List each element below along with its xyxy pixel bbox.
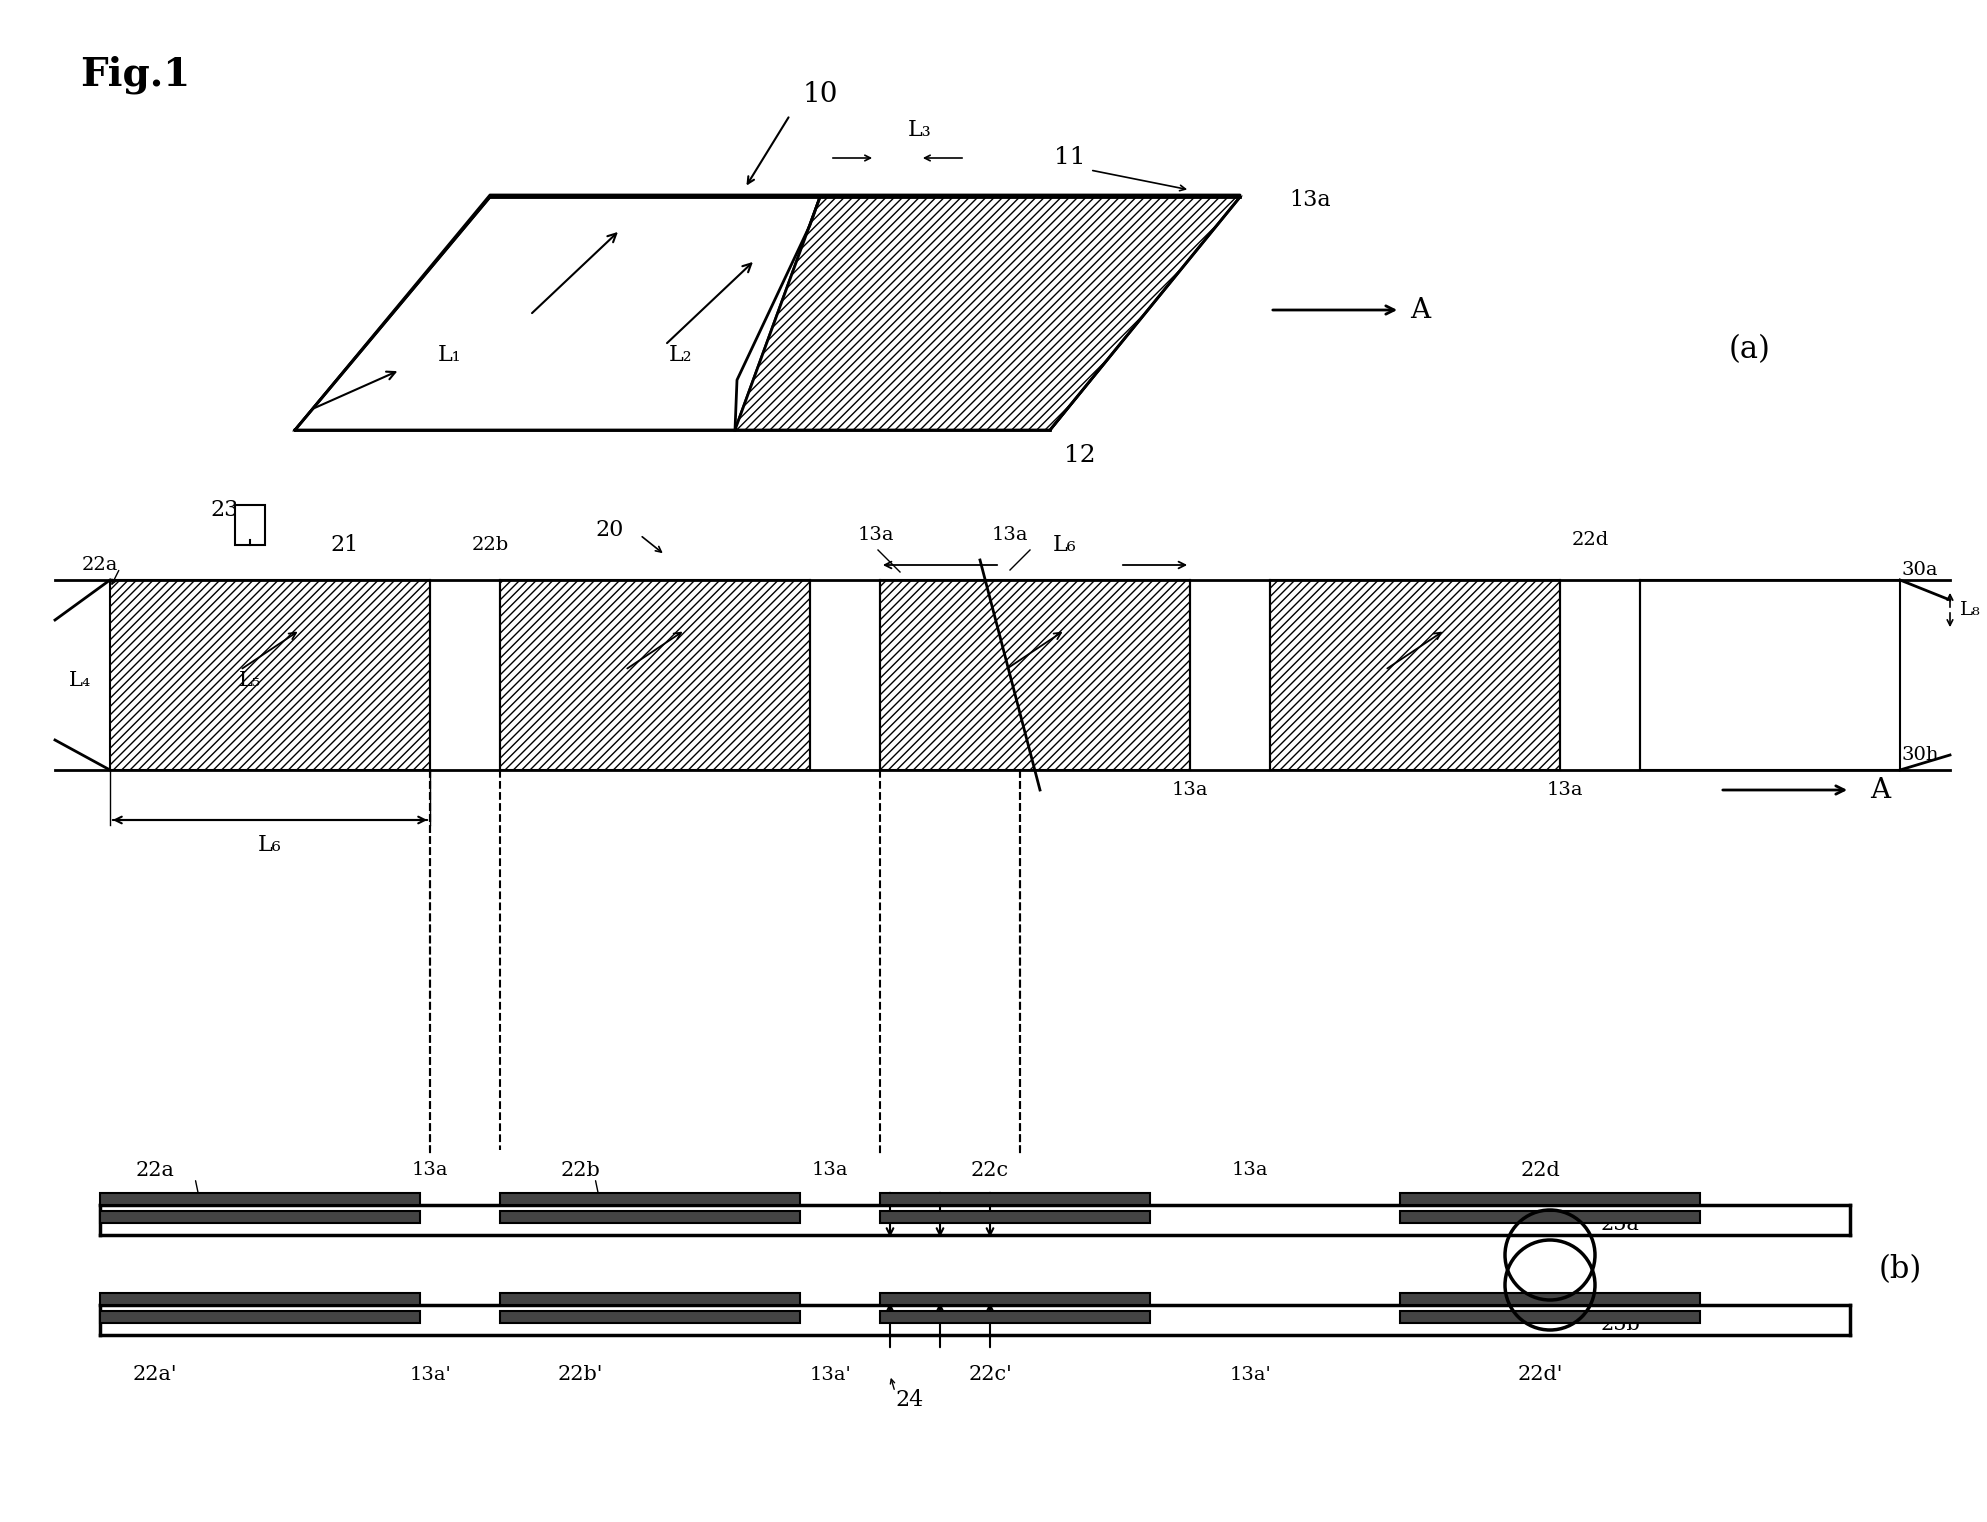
Polygon shape	[735, 196, 1240, 431]
Bar	[501, 1212, 801, 1224]
Text: 13a: 13a	[1172, 781, 1208, 799]
Text: 13a: 13a	[1232, 1161, 1268, 1180]
Text: 22b: 22b	[560, 1160, 600, 1180]
Text: 30h: 30h	[1902, 746, 1939, 764]
Text: 13a: 13a	[411, 1161, 449, 1180]
Text: 13a: 13a	[858, 527, 894, 543]
Bar	[880, 1193, 1150, 1205]
Text: 13a': 13a'	[409, 1367, 451, 1383]
Polygon shape	[1270, 580, 1560, 770]
Text: A: A	[1411, 297, 1431, 324]
Text: 13a: 13a	[1546, 781, 1584, 799]
Text: 22b: 22b	[471, 536, 509, 554]
Text: 12: 12	[1065, 443, 1095, 467]
Bar	[99, 1212, 419, 1224]
Bar	[880, 1294, 1150, 1304]
Text: 22a': 22a'	[133, 1365, 177, 1385]
Text: L₁: L₁	[439, 344, 461, 365]
Text: 20: 20	[596, 519, 624, 540]
Text: (a): (a)	[1729, 335, 1770, 365]
Bar	[1401, 1310, 1701, 1323]
Text: L₄: L₄	[70, 671, 91, 689]
Text: 13a: 13a	[813, 1161, 848, 1180]
Bar	[1401, 1212, 1701, 1224]
Text: 22d: 22d	[1572, 531, 1609, 549]
Text: L₅: L₅	[238, 671, 260, 689]
Text: 22c: 22c	[972, 1160, 1009, 1180]
Text: 22c': 22c'	[968, 1365, 1011, 1385]
Text: 25b: 25b	[1600, 1315, 1639, 1335]
Bar	[880, 1212, 1150, 1224]
Text: L₃: L₃	[908, 119, 932, 142]
Text: 22a: 22a	[135, 1160, 175, 1180]
Bar	[880, 1310, 1150, 1323]
Text: 13a: 13a	[1290, 189, 1331, 212]
Bar	[99, 1193, 419, 1205]
Text: 24: 24	[896, 1390, 924, 1411]
Polygon shape	[294, 196, 821, 431]
Bar	[99, 1294, 419, 1304]
Text: 22d: 22d	[1520, 1160, 1560, 1180]
Polygon shape	[1639, 580, 1900, 770]
Text: 22d': 22d'	[1518, 1365, 1562, 1385]
Polygon shape	[109, 580, 429, 770]
Bar	[1401, 1294, 1701, 1304]
Polygon shape	[880, 580, 1190, 770]
Text: L₂: L₂	[668, 344, 691, 365]
Text: A: A	[1870, 776, 1890, 804]
Text: L₆: L₆	[258, 834, 282, 855]
Text: 13a': 13a'	[809, 1367, 850, 1383]
Text: 23: 23	[211, 499, 238, 521]
Text: L₆: L₆	[1053, 534, 1077, 556]
Polygon shape	[501, 580, 811, 770]
Text: 13a': 13a'	[1230, 1367, 1272, 1383]
Text: 30a: 30a	[1902, 562, 1937, 578]
Text: L₈: L₈	[1959, 601, 1981, 619]
Text: 10: 10	[803, 82, 839, 108]
Bar	[1401, 1193, 1701, 1205]
Bar	[501, 1193, 801, 1205]
Bar	[501, 1310, 801, 1323]
Bar	[99, 1310, 419, 1323]
Text: 13a: 13a	[992, 527, 1027, 543]
Bar	[234, 505, 264, 545]
Text: 25a: 25a	[1602, 1216, 1639, 1234]
Text: Fig.1: Fig.1	[79, 56, 191, 94]
Bar	[501, 1294, 801, 1304]
Text: 22a: 22a	[81, 556, 117, 574]
Text: 11: 11	[1055, 146, 1085, 169]
Text: (b): (b)	[1878, 1254, 1921, 1286]
Text: 22b': 22b'	[556, 1365, 602, 1385]
Text: 21: 21	[332, 534, 360, 556]
